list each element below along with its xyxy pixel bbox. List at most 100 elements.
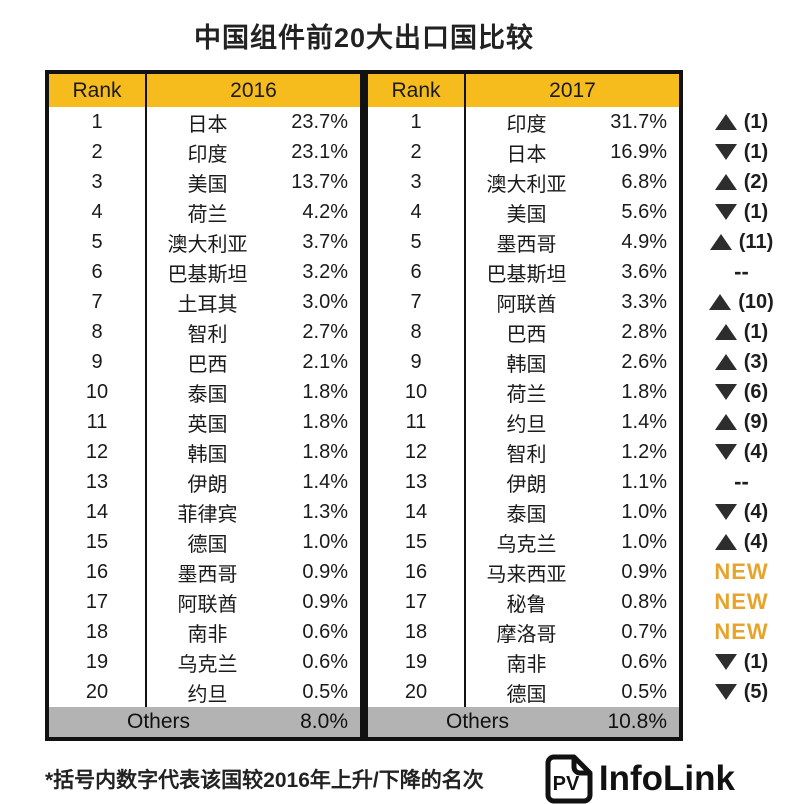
country-cell: 墨西哥: [496, 233, 557, 256]
rank-cell: 18: [368, 617, 466, 647]
country-cell: 巴基斯坦: [486, 263, 567, 286]
country-cell: 伊朗: [187, 473, 228, 496]
rank-change-new: NEW: [683, 617, 800, 647]
rank-change-value: (11): [738, 230, 774, 253]
table-row: 4 美国 5.6%: [368, 197, 679, 227]
triangle-up-icon: [714, 114, 737, 130]
country-cell: 泰国: [187, 383, 228, 406]
triangle-up-icon: [709, 294, 732, 310]
rank-change-value: (3): [743, 350, 769, 373]
table-row: 6 巴基斯坦 3.2%: [49, 257, 360, 287]
country-cell: 智利: [506, 443, 547, 466]
country-cell: 巴基斯坦: [167, 263, 248, 286]
table-row: 6 巴基斯坦 3.6%: [368, 257, 679, 287]
year-header-2016: 2016: [230, 78, 277, 102]
table-row: 13 伊朗 1.1%: [368, 467, 679, 497]
rank-change-down: (1): [683, 197, 800, 227]
rank-header-2016: Rank: [49, 74, 147, 107]
country-cell: 印度: [187, 143, 228, 166]
rank-cell: 6: [49, 257, 147, 287]
no-change-dash: --: [734, 469, 749, 494]
percent-cell: 0.6%: [302, 650, 348, 673]
others-pct-2016: 8.0%: [300, 710, 348, 733]
percent-cell: 2.6%: [621, 350, 667, 373]
comparison-tables: Rank 2016 1 日本 23.7% 2 印度 23.1% 3 美国 13.…: [45, 70, 683, 741]
percent-cell: 0.7%: [621, 620, 667, 643]
rank-cell: 2: [49, 137, 147, 167]
page-title: 中国组件前20大出口国比较: [193, 22, 535, 53]
rank-cell: 3: [49, 167, 147, 197]
rank-cell: 11: [368, 407, 466, 437]
no-change-dash: --: [734, 259, 749, 284]
others-label-2017: Others: [445, 710, 510, 733]
svg-text:PV: PV: [553, 773, 580, 795]
table-2017-header: Rank 2017: [368, 74, 679, 107]
table-row: 10 荷兰 1.8%: [368, 377, 679, 407]
others-label-2016: Others: [126, 710, 191, 733]
rank-cell: 8: [49, 317, 147, 347]
rank-change-same: --: [683, 257, 800, 287]
rank-change-up: (1): [683, 317, 800, 347]
table-row: 3 澳大利亚 6.8%: [368, 167, 679, 197]
rank-cell: 17: [49, 587, 147, 617]
table-2017-rows: 1 印度 31.7% 2 日本 16.9% 3 澳大利亚 6.8% 4 美国 5…: [368, 107, 679, 707]
table-row: 2 日本 16.9%: [368, 137, 679, 167]
table-row: 9 韩国 2.6%: [368, 347, 679, 377]
percent-cell: 4.9%: [621, 230, 667, 253]
percent-cell: 1.8%: [302, 410, 348, 433]
rank-change-value: (9): [743, 410, 769, 433]
rank-change-new: NEW: [683, 557, 800, 587]
percent-cell: 3.7%: [302, 230, 348, 253]
footer: *括号内数字代表该国较2016年上升/下降的名次 PV InfoLink: [45, 753, 735, 804]
percent-cell: 1.1%: [621, 470, 667, 493]
percent-cell: 0.5%: [621, 680, 667, 703]
rank-cell: 19: [49, 647, 147, 677]
rank-change-value: (1): [743, 110, 769, 133]
rank-change-value: (6): [743, 380, 769, 403]
table-row: 5 墨西哥 4.9%: [368, 227, 679, 257]
table-row: 10 泰国 1.8%: [49, 377, 360, 407]
triangle-up-icon: [714, 534, 737, 550]
table-2016: Rank 2016 1 日本 23.7% 2 印度 23.1% 3 美国 13.…: [45, 70, 364, 741]
percent-cell: 1.0%: [302, 530, 348, 553]
table-row: 1 日本 23.7%: [49, 107, 360, 137]
rank-change-up: (1): [683, 107, 800, 137]
rank-cell: 5: [368, 227, 466, 257]
triangle-down-icon: [714, 504, 737, 520]
rank-cell: 2: [368, 137, 466, 167]
rank-change-down: (1): [683, 647, 800, 677]
rank-change-same: --: [683, 467, 800, 497]
triangle-down-icon: [714, 654, 737, 670]
table-row: 15 德国 1.0%: [49, 527, 360, 557]
rank-change-value: (10): [738, 290, 774, 313]
rank-change-up: (10): [683, 287, 800, 317]
country-cell: 约旦: [187, 683, 228, 706]
country-cell: 伊朗: [506, 473, 547, 496]
rank-cell: 12: [49, 437, 147, 467]
country-cell: 韩国: [506, 353, 547, 376]
country-cell: 马来西亚: [486, 563, 567, 586]
percent-cell: 0.9%: [302, 560, 348, 583]
table-row: 18 南非 0.6%: [49, 617, 360, 647]
rank-header-2017: Rank: [368, 74, 466, 107]
rank-cell: 18: [49, 617, 147, 647]
rank-cell: 4: [368, 197, 466, 227]
percent-cell: 0.9%: [621, 560, 667, 583]
table-2016-rows: 1 日本 23.7% 2 印度 23.1% 3 美国 13.7% 4 荷兰 4.…: [49, 107, 360, 707]
percent-cell: 3.6%: [621, 260, 667, 283]
table-row: 17 阿联酋 0.9%: [49, 587, 360, 617]
rank-change-value: (4): [743, 500, 769, 523]
triangle-down-icon: [714, 144, 737, 160]
country-cell: 韩国: [187, 443, 228, 466]
triangle-down-icon: [714, 444, 737, 460]
country-cell: 菲律宾: [177, 503, 238, 526]
country-cell: 阿联酋: [177, 593, 238, 616]
rank-cell: 1: [368, 107, 466, 137]
country-cell: 阿联酋: [496, 293, 557, 316]
rank-cell: 14: [49, 497, 147, 527]
table-row: 11 英国 1.8%: [49, 407, 360, 437]
rank-cell: 12: [368, 437, 466, 467]
percent-cell: 1.8%: [302, 380, 348, 403]
country-cell: 印度: [506, 113, 547, 136]
table-row: 18 摩洛哥 0.7%: [368, 617, 679, 647]
